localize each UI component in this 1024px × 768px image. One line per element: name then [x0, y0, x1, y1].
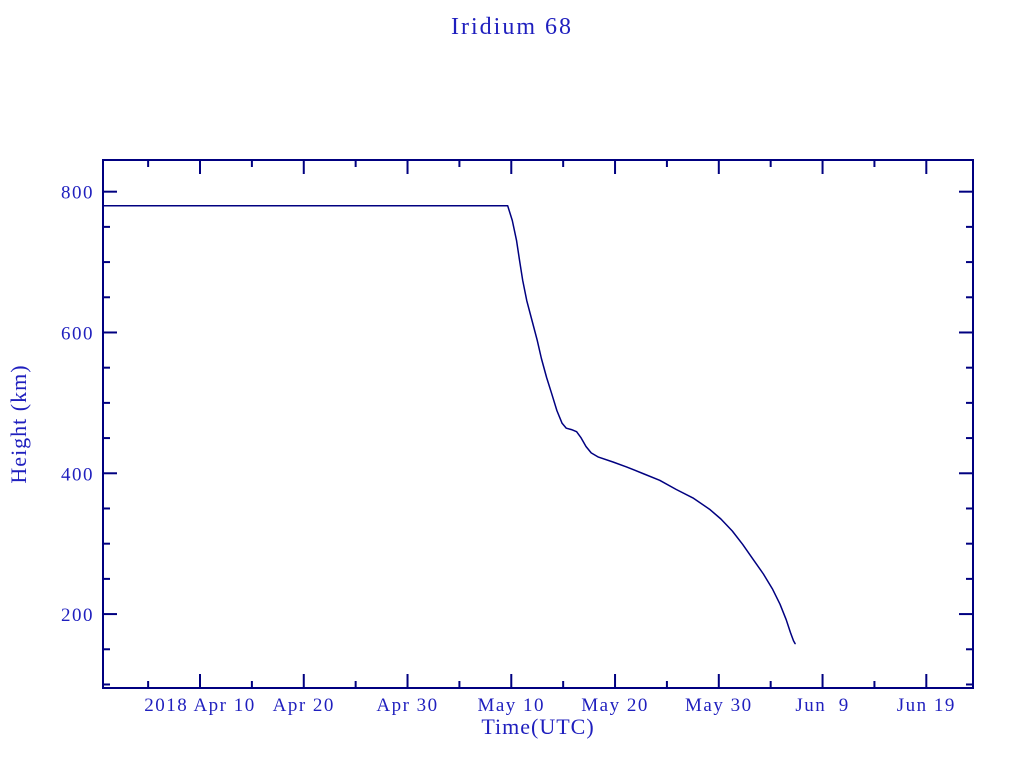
plot-frame [102, 159, 974, 689]
x-axis-label: Time(UTC) [481, 714, 595, 739]
x-tick-label: Jun 19 [897, 695, 956, 716]
y-tick-label: 400 [61, 464, 94, 485]
x-tick-label: Apr 30 [376, 695, 438, 716]
x-tick-label: May 20 [581, 695, 649, 716]
x-tick-label: Jun 9 [795, 695, 849, 716]
y-tick-label: 800 [61, 183, 94, 204]
x-tick-label: May 30 [685, 695, 753, 716]
x-tick-label: 2018 Apr 10 [144, 695, 256, 716]
chart-title: Iridium 68 [451, 14, 573, 40]
y-axis-label: Height (km) [6, 364, 31, 484]
y-tick-label: 200 [61, 605, 94, 626]
x-tick-label: Apr 20 [273, 695, 335, 716]
decay-curve [102, 205, 796, 645]
y-tick-label: 600 [61, 323, 94, 344]
x-tick-label: May 10 [477, 695, 545, 716]
